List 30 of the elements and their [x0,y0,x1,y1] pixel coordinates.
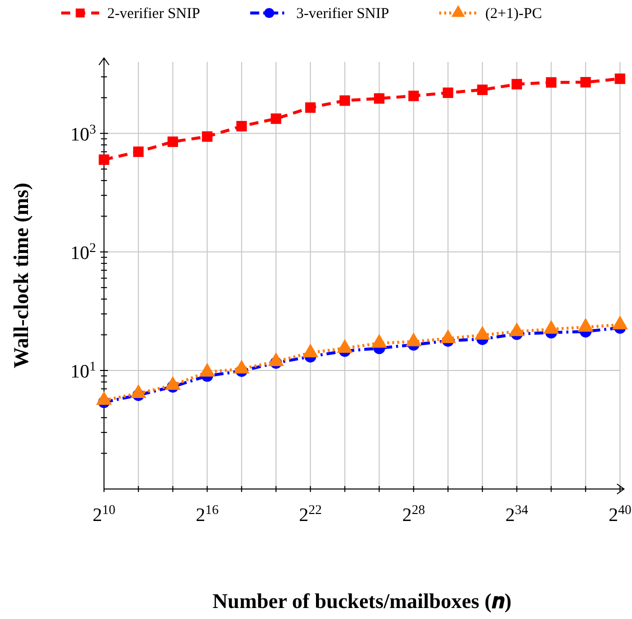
x-tick-label: 2$^{10}$ [92,502,116,526]
point [580,76,591,88]
point [340,95,350,106]
legend-label: 3-verifier SNIP [296,6,390,22]
y-tick-label: 10$^{1}$ [70,358,96,382]
x-tick-label: 2$^{16}$ [196,502,219,526]
legend-label: (2+1)-PC [485,6,542,22]
y-tick-label: 10$^{2}$ [70,239,96,264]
point [614,73,626,84]
point [374,93,384,104]
point [512,78,522,90]
point [546,77,556,88]
point [305,102,316,113]
point [477,84,488,96]
point [168,136,178,147]
legend-label: 2-verifier SNIP [107,6,200,22]
point [442,88,454,98]
point [236,120,247,132]
point [270,113,282,124]
point [408,90,419,102]
point [98,154,110,165]
y-tick-label: 10$^{3}$ [70,120,96,146]
x-axis-title: Number of buckets/mailboxes (𝒏) [212,589,512,613]
x-tick-label: 2$^{40}$ [608,502,632,526]
point [133,146,144,157]
x-tick-label: 2$^{28}$ [402,502,426,526]
x-tick-label: 2$^{34}$ [505,502,529,526]
y-axis-title: Wall-clock time (ms) [9,182,33,368]
point [202,131,212,142]
x-tick-label: 2$^{22}$ [299,502,322,526]
